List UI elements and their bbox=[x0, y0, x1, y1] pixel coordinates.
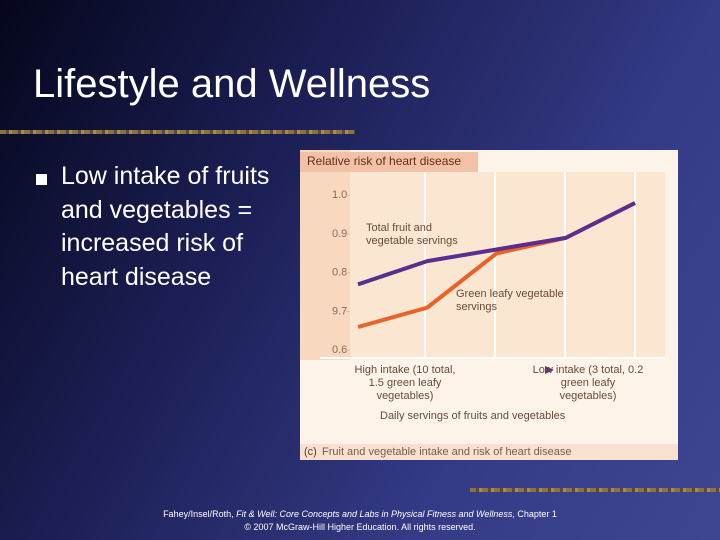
plot-area bbox=[350, 172, 665, 358]
x-start-label: High intake (10 total, 1.5 green leafy v… bbox=[354, 364, 456, 402]
caption: Fruit and vegetable intake and risk of h… bbox=[322, 446, 571, 458]
y-tick-label: 0.6 bbox=[332, 344, 347, 356]
axis-panel bbox=[300, 150, 350, 360]
caption-bar bbox=[300, 444, 678, 460]
title-bar bbox=[300, 152, 478, 172]
bullet-text: Low intake of fruits and vegetables = in… bbox=[61, 162, 270, 291]
y-tick-label: 1.0 bbox=[332, 189, 347, 201]
series-label: Total fruit and vegetable servings bbox=[366, 222, 458, 247]
arrow-head bbox=[545, 366, 554, 374]
chart-title: Relative risk of heart disease bbox=[307, 154, 461, 168]
divider bbox=[0, 130, 355, 134]
footer-copyright: © 2007 McGraw-Hill Higher Education. All… bbox=[244, 522, 476, 532]
series-line bbox=[357, 201, 636, 287]
y-tick-label: 0.9 bbox=[332, 228, 347, 240]
footer-chapter: , Chapter 1 bbox=[512, 509, 557, 519]
divider bbox=[470, 488, 720, 492]
series-label: Green leafy vegetable servings bbox=[456, 288, 564, 313]
footer-book: Fit & Well: Core Concepts and Labs in Ph… bbox=[236, 509, 513, 519]
panel-label: (c) bbox=[304, 446, 317, 458]
slide-title: Lifestyle and Wellness bbox=[33, 62, 431, 106]
footer-authors: Fahey/Insel/Roth, bbox=[163, 509, 237, 519]
x-axis-label: Daily servings of fruits and vegetables bbox=[380, 410, 566, 422]
footer: Fahey/Insel/Roth, Fit & Well: Core Conce… bbox=[100, 508, 620, 534]
x-end-label: Low intake (3 total, 0.2 green leafy veg… bbox=[532, 364, 644, 402]
y-tick-label: 9.7 bbox=[332, 305, 347, 317]
bullet-icon bbox=[36, 174, 47, 185]
y-tick-label: 0.8 bbox=[332, 267, 347, 279]
